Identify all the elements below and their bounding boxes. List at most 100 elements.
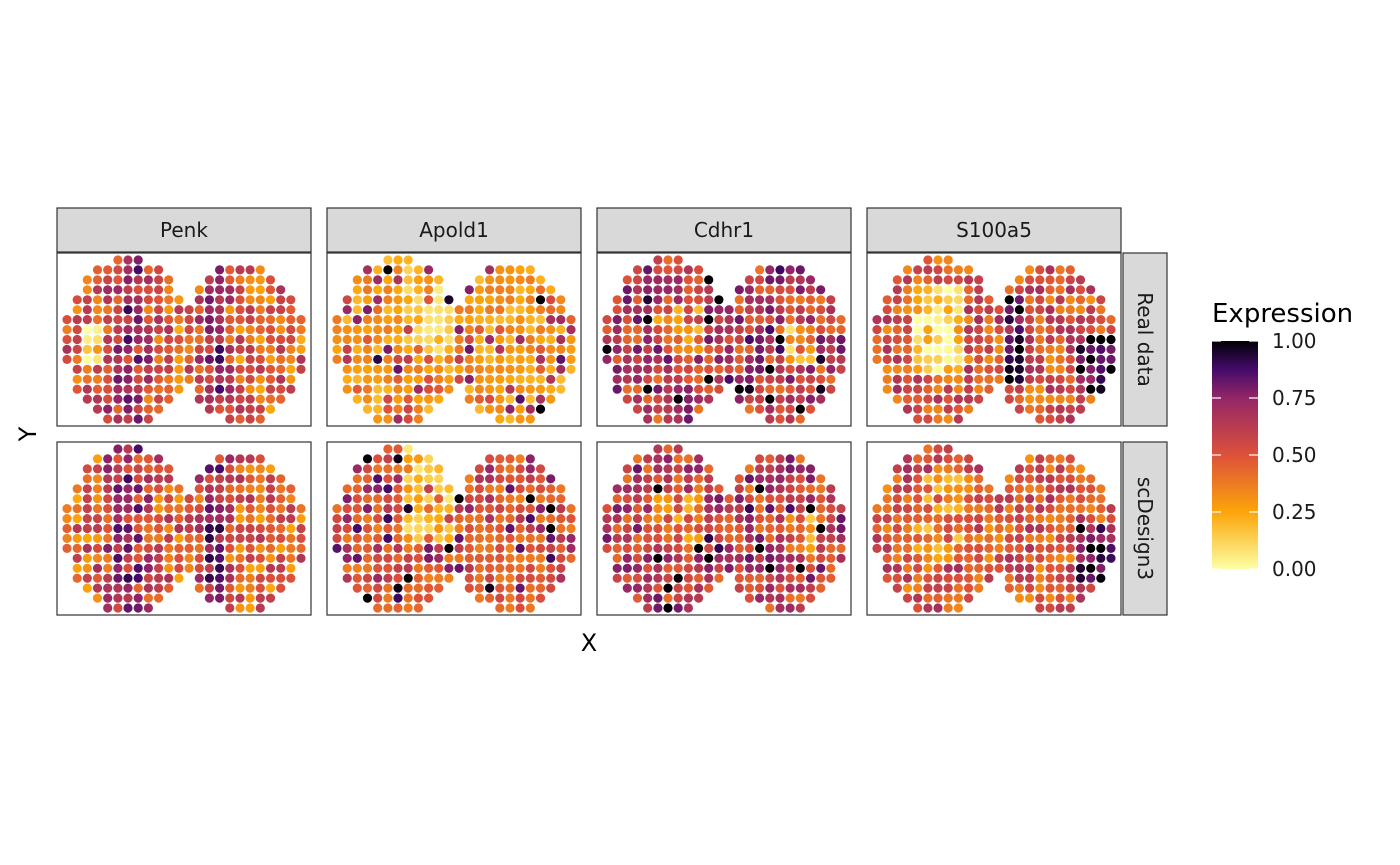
spot-point (1055, 374, 1065, 384)
spot-point (882, 334, 892, 345)
spot-point (765, 484, 775, 494)
spot-point (775, 504, 785, 514)
spot-point (663, 354, 673, 364)
spot-point (174, 553, 184, 563)
spot-point (556, 523, 566, 534)
spot-point (556, 364, 566, 374)
spot-point (444, 344, 454, 354)
spot-point (1065, 573, 1075, 583)
spot-point (1014, 315, 1024, 325)
spot-point (622, 523, 632, 534)
spot-point (123, 583, 133, 593)
spot-point (164, 394, 174, 404)
spot-point (546, 543, 556, 554)
spot-point (393, 384, 403, 394)
spot-point (653, 523, 663, 534)
spot-point (913, 543, 923, 554)
spot-point (286, 563, 296, 573)
spot-point (154, 295, 164, 305)
spot-point (1014, 354, 1024, 364)
spot-point (352, 275, 362, 285)
spot-point (694, 344, 704, 354)
spot-point (82, 563, 92, 573)
spot-point (362, 374, 373, 384)
spot-point (373, 354, 383, 364)
spot-point (704, 464, 714, 474)
spot-point (225, 364, 235, 374)
spot-point (515, 374, 525, 384)
spot-point (1075, 523, 1086, 534)
spot-point (174, 573, 184, 583)
spot-point (352, 334, 362, 345)
spot-point (184, 563, 194, 573)
spot-point (373, 583, 383, 593)
spot-point (663, 444, 673, 454)
spot-point (296, 504, 306, 514)
spot-point (474, 533, 484, 544)
spot-point (113, 514, 123, 524)
spot-point (113, 533, 123, 544)
spot-point (434, 464, 444, 474)
spot-point (653, 374, 663, 384)
spot-point (1075, 344, 1086, 354)
spot-point (734, 573, 744, 583)
spot-point (215, 543, 225, 554)
spot-point (103, 414, 113, 424)
spot-point (1045, 374, 1055, 384)
spot-point (1045, 265, 1055, 275)
spot-point (816, 573, 826, 583)
spot-point (923, 394, 933, 404)
spot-point (255, 384, 265, 394)
spot-point (485, 305, 495, 315)
spot-point (826, 364, 836, 374)
spot-point (816, 315, 826, 325)
spot-point (535, 364, 546, 374)
spot-point (154, 305, 164, 315)
spot-point (444, 354, 454, 364)
spot-point (632, 474, 643, 484)
spot-point (546, 384, 556, 394)
spot-point (383, 444, 393, 454)
spot-point (215, 523, 225, 534)
spot-point (373, 603, 383, 613)
spot-point (1065, 543, 1075, 554)
spot-point (902, 334, 913, 345)
spot-point (653, 464, 663, 474)
spot-point (714, 484, 724, 494)
spot-point (1065, 563, 1075, 573)
spot-point (485, 325, 495, 335)
spot-point (694, 295, 704, 305)
spot-point (953, 593, 964, 603)
spot-point (643, 603, 653, 613)
spot-point (694, 533, 704, 544)
spot-point (673, 583, 683, 593)
spot-point (602, 334, 612, 345)
spot-point (765, 504, 775, 514)
spot-point (194, 494, 204, 504)
spot-point (113, 573, 123, 583)
spot-point (714, 514, 724, 524)
spot-point (805, 523, 816, 534)
spot-point (485, 315, 495, 325)
spot-point (755, 265, 765, 275)
spot-point (1086, 394, 1096, 404)
spot-point (943, 404, 953, 414)
spot-point (383, 553, 393, 563)
spot-point (535, 404, 546, 414)
spot-point (352, 494, 362, 504)
spot-point (505, 593, 515, 603)
spot-point (643, 454, 653, 464)
spot-point (434, 384, 444, 394)
spot-point (184, 523, 194, 534)
spot-point (546, 573, 556, 583)
spot-point (1025, 543, 1035, 554)
spot-point (902, 454, 913, 464)
spot-point (255, 344, 265, 354)
spot-point (643, 325, 653, 335)
spot-point (775, 533, 785, 544)
spot-point (622, 285, 632, 295)
spot-point (403, 553, 413, 563)
spot-point (913, 315, 923, 325)
spot-point (434, 344, 444, 354)
spot-point (704, 374, 714, 384)
